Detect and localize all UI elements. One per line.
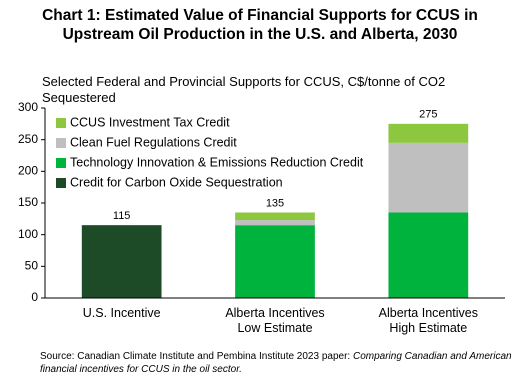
y-tick-label: 0 — [31, 290, 38, 304]
x-tick-label: Alberta Incentives High Estimate — [378, 306, 478, 335]
legend-label: Clean Fuel Regulations Credit — [70, 135, 237, 149]
source-text: Source: Canadian Climate Institute and P… — [40, 351, 353, 362]
y-tick-label: 150 — [18, 195, 38, 209]
y-tick-label: 300 — [18, 100, 38, 114]
x-tick-label: U.S. Incentive — [82, 306, 161, 320]
bar-segment — [388, 142, 469, 213]
bar-segment — [235, 220, 315, 226]
legend-swatch — [56, 158, 66, 168]
bar-segment — [388, 123, 469, 143]
y-tick-label: 200 — [18, 164, 38, 178]
legend-swatch — [56, 138, 66, 148]
chart-subtitle: Selected Federal and Provincial Supports… — [42, 74, 446, 105]
total-label: 135 — [266, 197, 284, 209]
y-tick-label: 50 — [25, 259, 39, 273]
bar-segment — [235, 212, 315, 221]
total-label: 275 — [419, 109, 437, 121]
bar-segment — [388, 212, 469, 298]
source-title: Comparing Canadian and American financia… — [40, 351, 512, 375]
y-tick-label: 100 — [18, 227, 38, 241]
chart-title: Chart 1: Estimated Value of Financial Su… — [42, 7, 478, 43]
legend-swatch — [56, 118, 66, 128]
x-tick-label: Alberta Incentives Low Estimate — [225, 306, 325, 335]
legend-label: Technology Innovation & Emissions Reduct… — [70, 155, 364, 169]
legend-swatch — [56, 178, 66, 188]
bar-segment — [81, 225, 162, 298]
legend-label: CCUS Investment Tax Credit — [70, 115, 230, 129]
legend-label: Credit for Carbon Oxide Sequestration — [70, 175, 283, 189]
bar-segment — [235, 225, 315, 298]
source-note: Source: Canadian Climate Institute and P… — [40, 350, 515, 376]
y-tick-label: 250 — [18, 132, 38, 146]
total-label: 115 — [113, 210, 131, 222]
